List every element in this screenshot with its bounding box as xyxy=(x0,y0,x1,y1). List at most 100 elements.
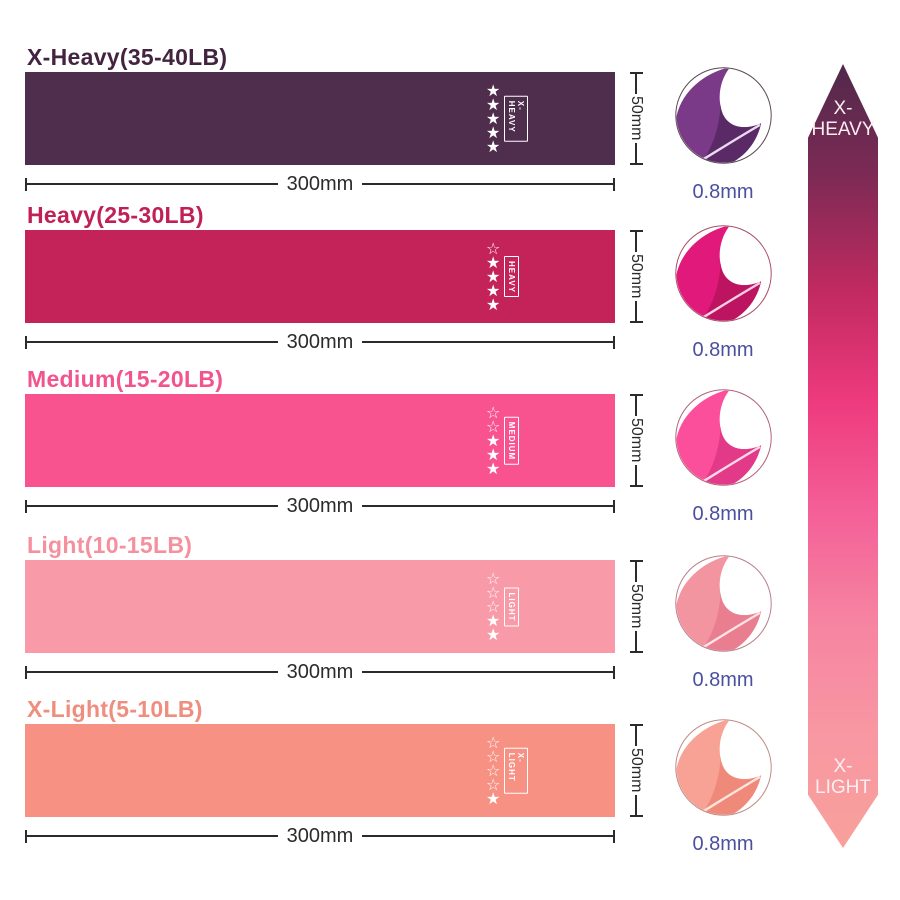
height-dimension: 50mm xyxy=(627,230,645,324)
scale-bottom-label-line1: X- xyxy=(833,756,853,777)
dimension-line xyxy=(362,835,614,837)
thickness-detail: 0.8mm xyxy=(673,388,773,526)
band-title: Heavy(25-30LB) xyxy=(27,202,204,228)
band-strength-label: HEAVY xyxy=(504,255,519,298)
band-title: X-Heavy(35-40LB) xyxy=(27,44,228,70)
width-dimension: 300mm xyxy=(25,331,616,353)
height-dimension-label: 50mm xyxy=(628,418,645,463)
dimension-cap xyxy=(629,485,643,488)
thickness-label: 0.8mm xyxy=(692,503,754,525)
star-rating: ☆ ☆ ☆ ★ ★ xyxy=(486,568,501,644)
dimension-tick xyxy=(25,499,27,513)
dimension-tick xyxy=(25,177,27,191)
dimension-line xyxy=(635,794,637,816)
width-dimension-label: 300mm xyxy=(286,495,354,517)
dimension-line xyxy=(27,183,278,185)
dimension-cap xyxy=(629,724,643,726)
height-dimension: 50mm xyxy=(627,560,645,654)
thickness-label: 0.8mm xyxy=(692,339,754,361)
dimension-line xyxy=(635,726,637,747)
band-title: X-Light(5-10LB) xyxy=(27,696,203,722)
dimension-line xyxy=(362,341,614,343)
dimension-cap xyxy=(629,394,643,396)
band-strength-label: X-HEAVY xyxy=(504,95,528,142)
height-dimension-label: 50mm xyxy=(628,748,645,793)
band-row-light: Light(10-15LB) ☆ ☆ ☆ ★ ★ LIGHT 300mm 50m… xyxy=(0,532,900,694)
thickness-detail: 0.8mm xyxy=(673,554,773,692)
dimension-tick xyxy=(25,829,27,843)
star-rating: ☆ ☆ ☆ ☆ ★ xyxy=(486,732,501,808)
dimension-cap xyxy=(629,560,643,562)
dimension-line xyxy=(635,396,637,417)
dimension-line xyxy=(635,142,637,164)
width-dimension: 300mm xyxy=(25,825,616,847)
strength-scale: X- HEAVY X- LIGHT xyxy=(808,64,878,848)
width-dimension-label: 300mm xyxy=(286,331,354,353)
width-dimension: 300mm xyxy=(25,173,616,195)
band-row-heavy: Heavy(25-30LB) ☆ ★ ★ ★ ★ HEAVY 300mm 50m… xyxy=(0,202,900,364)
dimension-tick xyxy=(25,335,27,349)
dimension-tick xyxy=(613,665,616,679)
height-dimension: 50mm xyxy=(627,394,645,488)
dimension-line xyxy=(635,74,637,95)
dimension-tick xyxy=(613,499,616,513)
thickness-detail: 0.8mm xyxy=(673,66,773,204)
height-dimension-label: 50mm xyxy=(628,96,645,141)
dimension-line xyxy=(362,505,614,507)
band-swatch: ★ ★ ★ ★ ★ X-HEAVY xyxy=(25,72,615,165)
band-title: Light(10-15LB) xyxy=(27,532,193,558)
scale-top-label-line1: X- xyxy=(833,98,853,119)
thickness-detail: 0.8mm xyxy=(673,224,773,362)
band-strength-label: X-LIGHT xyxy=(504,747,528,794)
dimension-line xyxy=(635,562,637,583)
band-fold-photo xyxy=(674,67,772,164)
height-dimension: 50mm xyxy=(627,724,645,818)
dimension-tick xyxy=(613,829,616,843)
band-title: Medium(15-20LB) xyxy=(27,366,224,392)
dimension-cap xyxy=(629,72,643,74)
dimension-cap xyxy=(629,321,643,324)
thickness-label: 0.8mm xyxy=(692,669,754,691)
height-dimension: 50mm xyxy=(627,72,645,166)
band-swatch: ☆ ☆ ☆ ☆ ★ X-LIGHT xyxy=(25,724,615,817)
dimension-line xyxy=(27,505,278,507)
dimension-line xyxy=(635,630,637,652)
band-row-x-heavy: X-Heavy(35-40LB) ★ ★ ★ ★ ★ X-HEAVY 300mm… xyxy=(0,44,900,206)
dimension-cap xyxy=(629,651,643,654)
band-swatch: ☆ ★ ★ ★ ★ HEAVY xyxy=(25,230,615,323)
width-dimension-label: 300mm xyxy=(286,825,354,847)
dimension-line xyxy=(635,232,637,253)
band-swatch: ☆ ☆ ☆ ★ ★ LIGHT xyxy=(25,560,615,653)
band-fold-photo xyxy=(674,389,772,486)
band-row-medium: Medium(15-20LB) ☆ ☆ ★ ★ ★ MEDIUM 300mm 5… xyxy=(0,366,900,528)
dimension-line xyxy=(27,341,278,343)
strength-scale-arrow xyxy=(808,64,878,848)
width-dimension-label: 300mm xyxy=(286,661,354,683)
thickness-detail: 0.8mm xyxy=(673,718,773,856)
dimension-cap xyxy=(629,230,643,232)
scale-top-label: X- HEAVY xyxy=(808,98,878,140)
dimension-line xyxy=(362,183,614,185)
dimension-tick xyxy=(613,177,616,191)
dimension-tick xyxy=(613,335,616,349)
dimension-line xyxy=(362,671,614,673)
width-dimension: 300mm xyxy=(25,661,616,683)
band-row-x-light: X-Light(5-10LB) ☆ ☆ ☆ ☆ ★ X-LIGHT 300mm … xyxy=(0,696,900,858)
star-rating: ★ ★ ★ ★ ★ xyxy=(486,80,501,156)
thickness-label: 0.8mm xyxy=(692,833,754,855)
band-strength-label: MEDIUM xyxy=(504,416,519,465)
band-fold-photo xyxy=(674,719,772,816)
height-dimension-label: 50mm xyxy=(628,584,645,629)
dimension-tick xyxy=(25,665,27,679)
width-dimension-label: 300mm xyxy=(286,173,354,195)
dimension-cap xyxy=(629,815,643,818)
dimension-line xyxy=(27,835,278,837)
band-fold-photo xyxy=(674,555,772,652)
band-swatch: ☆ ☆ ★ ★ ★ MEDIUM xyxy=(25,394,615,487)
dimension-cap xyxy=(629,163,643,166)
dimension-line xyxy=(27,671,278,673)
dimension-line xyxy=(635,300,637,322)
thickness-label: 0.8mm xyxy=(692,181,754,203)
scale-top-label-line2: HEAVY xyxy=(811,119,875,140)
scale-bottom-label-line2: LIGHT xyxy=(815,777,871,798)
